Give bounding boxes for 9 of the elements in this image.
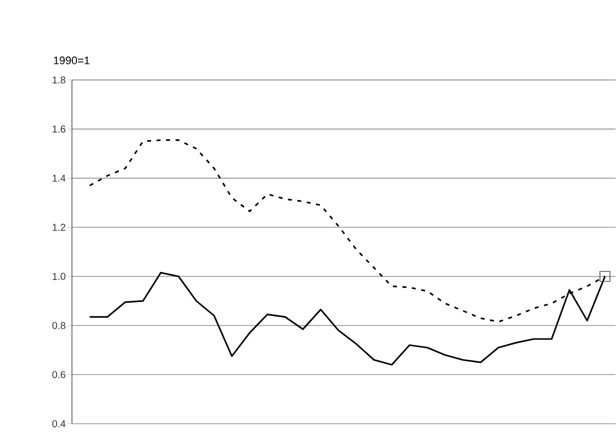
y-tick-label: 1.0: [52, 273, 66, 280]
y-tick-label: 1.8: [52, 76, 66, 84]
y-tick-label: 0.4: [52, 420, 66, 428]
y-tick-label: 1.2: [52, 224, 66, 231]
y-tick-label: 0.8: [52, 322, 66, 330]
y-tick-label: 1.4: [52, 174, 66, 182]
y-axis-title: 1990=1: [54, 56, 90, 64]
y-tick-label: 1.6: [52, 126, 66, 133]
y-tick-label: 0.6: [52, 371, 66, 378]
